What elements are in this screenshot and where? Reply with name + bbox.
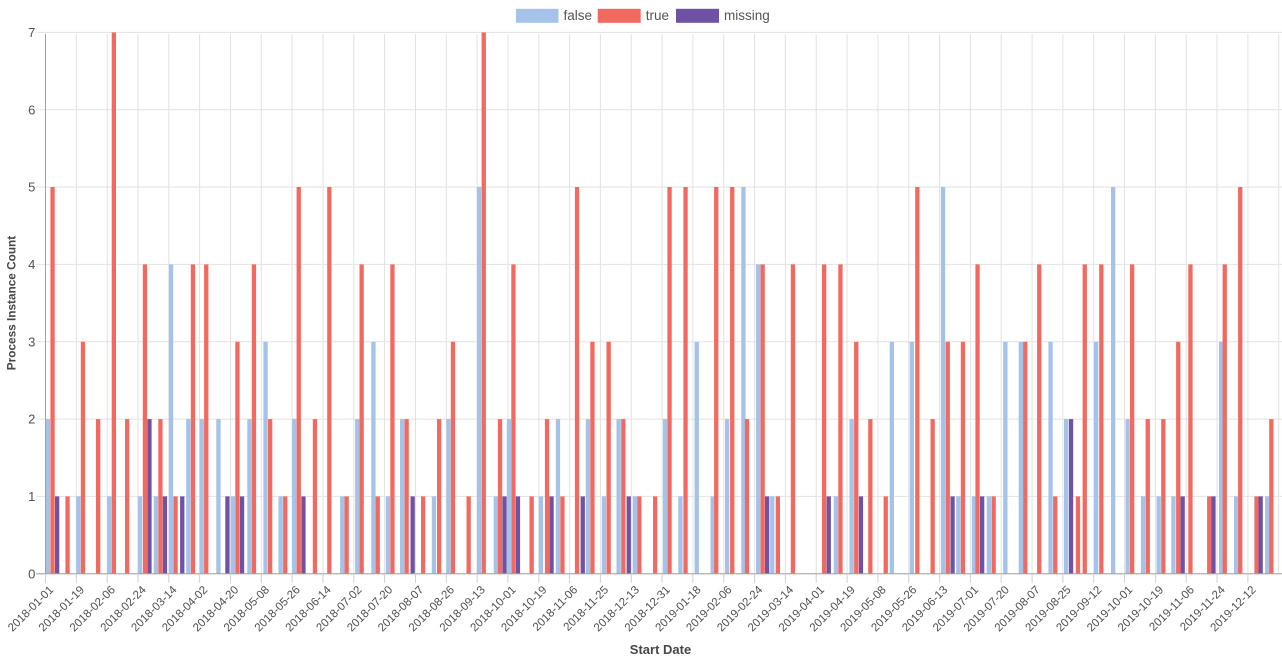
svg-text:5: 5: [28, 180, 35, 195]
svg-text:6: 6: [28, 102, 35, 117]
svg-text:1: 1: [28, 489, 35, 504]
svg-text:Process Instance Count: Process Instance Count: [5, 236, 19, 370]
svg-text:Start Date: Start Date: [630, 642, 691, 657]
svg-text:missing: missing: [724, 8, 770, 23]
svg-text:7: 7: [28, 25, 35, 40]
svg-text:true: true: [646, 8, 669, 23]
svg-text:false: false: [564, 8, 593, 23]
svg-text:2: 2: [28, 412, 35, 427]
svg-text:4: 4: [28, 257, 35, 272]
svg-text:0: 0: [28, 566, 35, 581]
svg-text:3: 3: [28, 334, 35, 349]
